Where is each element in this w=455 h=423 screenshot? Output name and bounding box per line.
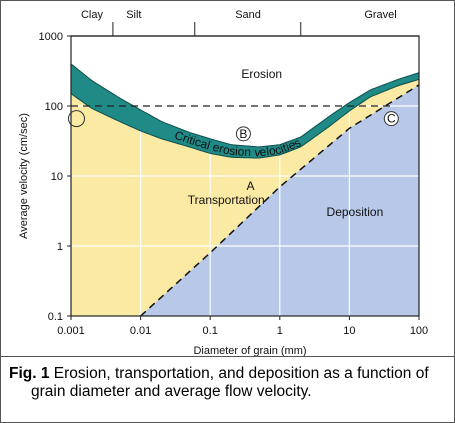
caption-text: Erosion, transportation, and deposition …: [31, 365, 429, 400]
y-tick-label: 1000: [39, 31, 63, 43]
critical-erosion-band: [71, 63, 419, 159]
settling-line: [140, 84, 419, 316]
erosion-chart: 0.1 1 10 100 1000 0.001 0.01 0.1 1 10 100 Diameter …: [18, 9, 428, 356]
annotation-circle: [68, 110, 86, 128]
caption-label: Fig. 1: [9, 365, 50, 382]
region-label: Transportation: [188, 193, 265, 207]
top-scale-label: Gravel: [364, 9, 396, 21]
region-label: Erosion: [241, 67, 282, 81]
x-axis-label: Diameter of grain (mm): [193, 345, 306, 356]
x-tick-label: 100: [410, 325, 428, 337]
y-tick-label: 1: [57, 241, 63, 253]
x-tick-label: 0.01: [130, 325, 151, 337]
annotation-label: A: [247, 179, 255, 193]
top-scale-label: Clay: [81, 9, 104, 21]
plot-regions: [71, 36, 419, 316]
top-scale-label: Sand: [235, 9, 261, 21]
x-tick-label: 10: [343, 325, 355, 337]
top-scale-label: Silt: [126, 9, 141, 21]
annotation-circle: [235, 126, 251, 142]
y-tick-label: 100: [45, 101, 63, 113]
y-tick-label: 10: [51, 171, 63, 183]
y-axis-label: Average velocity (cm/sec): [18, 113, 30, 239]
region-label: Deposition: [327, 205, 384, 219]
annotation-circle: [383, 111, 399, 127]
chart-area: 0.1 1 10 100 1000 0.001 0.01 0.1 1 10 100 Diameter …: [1, 1, 454, 356]
x-tick-label: 0.1: [203, 325, 218, 337]
annotation-label: B: [239, 127, 247, 141]
y-tick-label: 0.1: [48, 311, 63, 323]
x-tick-label: 0.001: [57, 325, 85, 337]
figure-caption: Fig. 1 Erosion, transportation, and depo…: [1, 356, 454, 422]
annotation-label: C: [387, 112, 396, 126]
x-tick-label: 1: [277, 325, 283, 337]
